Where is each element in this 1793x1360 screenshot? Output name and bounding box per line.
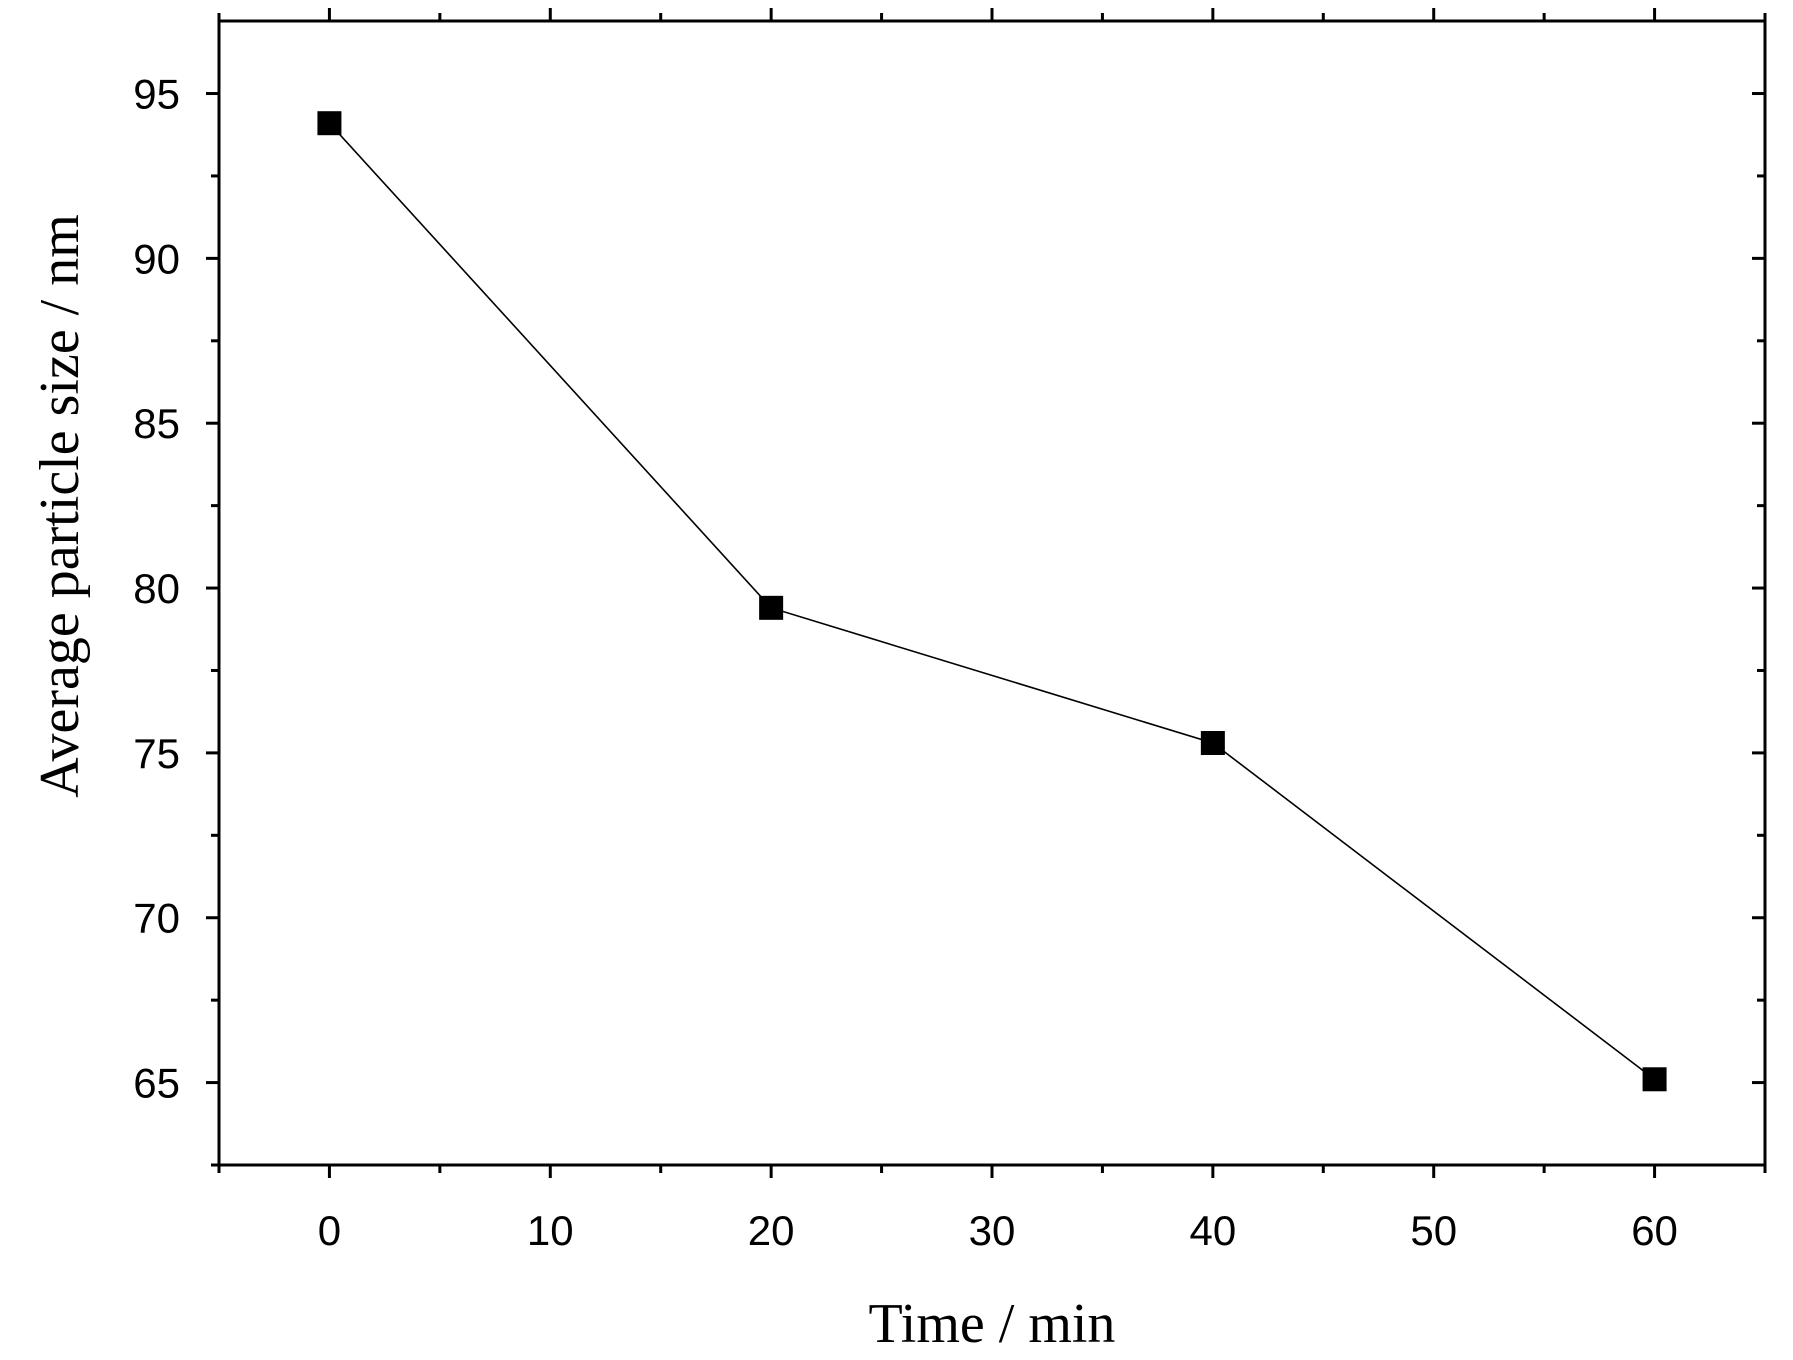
x-tick-label: 0 <box>318 1207 341 1254</box>
y-tick-label: 80 <box>133 565 180 612</box>
y-tick-label: 85 <box>133 400 180 447</box>
x-axis-title: Time / min <box>869 1293 1116 1355</box>
x-tick-label: 60 <box>1631 1207 1678 1254</box>
x-tick-label: 50 <box>1410 1207 1457 1254</box>
axis-ticks <box>206 8 1767 1178</box>
x-tick-label: 20 <box>748 1207 795 1254</box>
y-tick-labels: 65 70 75 80 85 90 95 <box>133 71 180 1107</box>
series-line <box>328 122 1656 1080</box>
x-tick-label: 30 <box>969 1207 1016 1254</box>
x-tick-label: 40 <box>1189 1207 1236 1254</box>
y-tick-label: 65 <box>133 1060 180 1107</box>
data-point-marker <box>1200 731 1225 756</box>
data-point-marker <box>759 595 784 620</box>
data-point-marker <box>317 111 342 136</box>
y-tick-label: 75 <box>133 730 180 777</box>
x-tick-labels: 0 10 20 30 40 50 60 <box>318 1207 1678 1254</box>
data-point-marker <box>1642 1067 1667 1092</box>
y-tick-label: 95 <box>133 71 180 118</box>
y-tick-label: 70 <box>133 895 180 942</box>
x-tick-label: 10 <box>527 1207 574 1254</box>
y-axis-title: Average particle size / nm <box>29 214 91 798</box>
data-markers <box>317 111 1667 1092</box>
plot-frame <box>217 19 1767 1167</box>
y-tick-label: 90 <box>133 235 180 282</box>
